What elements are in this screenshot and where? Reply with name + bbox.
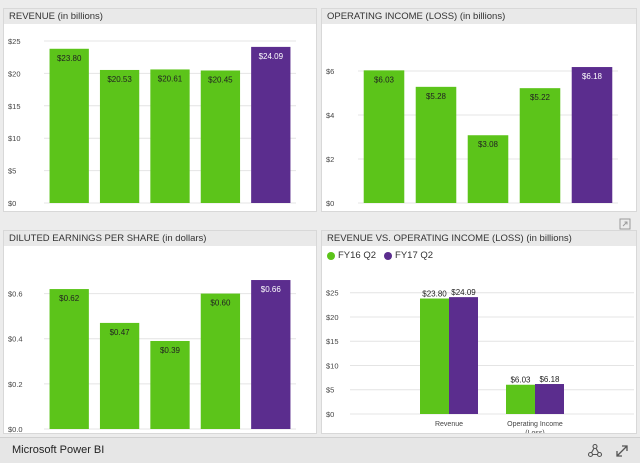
revenue-title: REVENUE (in billions) <box>4 9 316 24</box>
y-tick-label: $6 <box>326 67 334 76</box>
footer-bar: Microsoft Power BI <box>0 437 640 463</box>
revenue-panel[interactable]: REVENUE (in billions) $0 $5 $10 $15 $20 $25 $2… <box>3 8 317 212</box>
rev-vs-oi-chart: $0 $5 $10 $15 $20 $25 $23.80 $24.09 Revenue $6.03… <box>326 288 634 433</box>
bar <box>449 297 478 414</box>
app-name: Microsoft Power BI <box>12 444 105 456</box>
expand-icon[interactable] <box>619 218 631 230</box>
y-tick-label: $0 <box>326 199 334 208</box>
y-tick-label: $5 <box>326 386 334 395</box>
y-tick-label: $25 <box>8 37 21 46</box>
data-label: $20.61 <box>158 74 183 83</box>
y-tick-label: $15 <box>8 102 21 111</box>
legend-label: FY16 Q2 <box>338 250 377 261</box>
data-label: $20.53 <box>107 75 132 84</box>
bar <box>420 298 449 414</box>
data-label: $0.39 <box>160 346 181 355</box>
operating-income-panel[interactable]: OPERATING INCOME (LOSS) (in billions) $0… <box>321 8 637 212</box>
legend-dot-green <box>327 251 335 260</box>
bar <box>200 293 241 429</box>
y-tick-label: $10 <box>8 134 21 143</box>
bar <box>99 322 140 429</box>
y-tick-label: $25 <box>326 289 339 298</box>
y-tick-label: $15 <box>326 337 339 346</box>
revenue-chart: $0$5$10$15$20$25$23.80FY16 Q2$20.53FY16 … <box>8 37 296 208</box>
legend-item-fy16q2: FY16 Q2 <box>327 250 376 261</box>
legend-item-fy17q2: FY17 Q2 <box>384 250 433 261</box>
y-tick-label: $20 <box>8 69 21 78</box>
y-tick-label: $10 <box>326 361 339 370</box>
data-label: $0.47 <box>110 328 131 337</box>
eps-panel[interactable]: DILUTED EARNINGS PER SHARE (in dollars) … <box>3 230 317 434</box>
eps-chart: $0.0$0.2$0.4$0.6$0.62FY16 Q2$0.47FY16 Q3… <box>8 280 296 433</box>
data-label: $0.62 <box>59 294 80 303</box>
data-label: $5.28 <box>426 92 447 101</box>
data-label: $24.09 <box>451 288 476 297</box>
bar <box>49 48 89 203</box>
bar <box>535 384 564 414</box>
y-tick-label: $5 <box>8 167 16 176</box>
bar <box>506 384 535 414</box>
data-label: $6.03 <box>510 376 531 385</box>
data-label: $6.03 <box>374 75 395 84</box>
bar <box>150 340 190 429</box>
y-tick-label: $0.0 <box>8 425 23 433</box>
bar <box>251 46 291 204</box>
bar <box>99 69 140 203</box>
bar <box>363 70 405 203</box>
data-label: $0.60 <box>210 299 231 308</box>
bar <box>251 280 291 429</box>
y-tick-label: $2 <box>326 155 334 164</box>
operating-income-chart: $0$2$4$6$6.03FY16 Q2$5.28FY16 Q3$3.08FY1… <box>326 67 618 208</box>
chart-legend: FY16 Q2 FY17 Q2 <box>327 250 433 261</box>
data-label: $23.80 <box>422 290 447 299</box>
rev-vs-oi-panel[interactable]: REVENUE VS. OPERATING INCOME (LOSS) (in … <box>321 230 637 434</box>
x-tick-label: (Loss) <box>525 430 544 433</box>
data-label: $6.18 <box>582 72 603 81</box>
y-tick-label: $0.2 <box>8 380 23 389</box>
y-tick-label: $0.6 <box>8 290 23 299</box>
operating-income-title: OPERATING INCOME (LOSS) (in billions) <box>322 9 636 24</box>
data-label: $20.45 <box>208 75 233 84</box>
y-tick-label: $4 <box>326 111 334 120</box>
rev-vs-oi-title: REVENUE VS. OPERATING INCOME (LOSS) (in … <box>322 231 636 246</box>
data-label: $24.09 <box>259 52 284 61</box>
bar <box>519 88 561 203</box>
focus-mode-icon[interactable] <box>614 443 630 459</box>
data-label: $0.66 <box>261 285 282 294</box>
share-icon[interactable] <box>587 443 603 459</box>
y-tick-label: $0.4 <box>8 335 23 344</box>
x-tick-label: Operating Income <box>507 421 563 428</box>
eps-title: DILUTED EARNINGS PER SHARE (in dollars) <box>4 231 316 246</box>
x-tick-label: Revenue <box>435 421 463 428</box>
data-label: $6.18 <box>539 375 560 384</box>
bar <box>467 135 509 203</box>
data-label: $23.80 <box>57 54 82 63</box>
data-label: $3.08 <box>478 140 499 149</box>
bar <box>150 69 190 203</box>
bar <box>200 70 241 203</box>
y-tick-label: $0 <box>326 410 334 419</box>
legend-label: FY17 Q2 <box>395 250 434 261</box>
legend-dot-purple <box>384 251 393 260</box>
bar <box>415 86 457 203</box>
bar <box>571 67 613 203</box>
y-tick-label: $0 <box>8 199 16 208</box>
y-tick-label: $20 <box>326 313 339 322</box>
data-label: $5.22 <box>530 93 551 102</box>
bar <box>49 289 89 429</box>
